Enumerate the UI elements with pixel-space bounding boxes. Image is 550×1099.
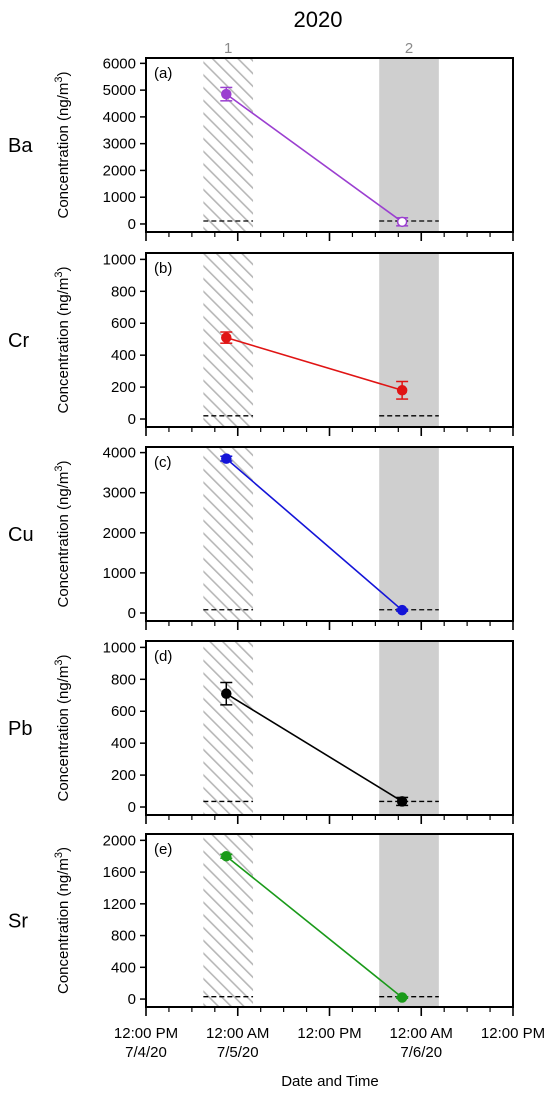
x-tick-label-date: 7/6/20 (400, 1044, 442, 1061)
y-tick-label: 200 (111, 767, 136, 784)
series-line (225, 93, 403, 223)
x-tick-label-date: 7/5/20 (217, 1044, 259, 1061)
data-point (221, 88, 232, 100)
y-tick-label: 2000 (103, 525, 136, 542)
y-tick-label: 400 (111, 959, 136, 976)
element-label: Cu (8, 524, 34, 546)
period-2-shade (379, 253, 439, 427)
y-tick-label: 0 (128, 799, 136, 816)
y-tick-label: 800 (111, 928, 136, 945)
panel-cu: 0 1000 2000 3000 4000 Concentration (ng/m3) Cu… (8, 445, 514, 630)
plot-frame (145, 640, 514, 816)
panel-letter: (c) (154, 454, 172, 471)
y-tick-label: 800 (111, 283, 136, 300)
x-tick-label-time: 12:00 PM (114, 1025, 178, 1042)
series-line (225, 692, 403, 803)
data-point (221, 332, 232, 343)
y-tick-label: 4000 (103, 445, 136, 462)
element-label: Pb (8, 718, 32, 740)
plot-frame (145, 57, 514, 233)
series-line (225, 458, 403, 611)
y-tick-label: 6000 (103, 55, 136, 72)
y-tick-label: 1600 (103, 864, 136, 881)
y-tick-label: 1000 (103, 189, 136, 206)
data-point (396, 796, 408, 807)
y-tick-label: 1000 (103, 565, 136, 582)
panel-sr: 0 400 800 1200 1600 2000 Concentration (ng/m3)… (8, 832, 514, 1016)
plot-frame (145, 252, 514, 428)
y-tick-label: 5000 (103, 82, 136, 99)
x-tick-label-time: 12:00 PM (481, 1025, 545, 1042)
y-axis-title: Concentration (ng/m3) (53, 847, 72, 994)
y-tick-label: 1000 (103, 251, 136, 268)
x-tick-label-date: 7/4/20 (125, 1044, 167, 1061)
panel-cr: 0 200 400 600 800 1000 Concentration (ng/m3) Cr… (8, 251, 514, 436)
element-label: Cr (8, 330, 29, 352)
period-label-1: 1 (224, 40, 232, 57)
period-2-shade (379, 641, 439, 815)
y-tick-label: 3000 (103, 485, 136, 502)
data-point (396, 604, 408, 616)
y-tick-label: 0 (128, 216, 136, 233)
series-line (226, 336, 403, 392)
period-1-shade (203, 641, 254, 815)
x-axis-title: Date and Time (281, 1073, 379, 1090)
period-label-2: 2 (405, 40, 413, 57)
y-tick-label: 0 (128, 411, 136, 428)
y-axis-title: Concentration (ng/m3) (53, 266, 72, 413)
x-tick-label-time: 12:00 AM (206, 1025, 269, 1042)
plot-frame (145, 833, 514, 1008)
y-tick-label: 0 (128, 605, 136, 622)
data-point (396, 385, 408, 396)
y-tick-label: 2000 (103, 162, 136, 179)
panel-letter: (b) (154, 260, 172, 277)
y-tick-label: 400 (111, 735, 136, 752)
series-line (225, 855, 403, 999)
period-2-shade (379, 447, 439, 621)
y-axis-title: Concentration (ng/m3) (53, 71, 72, 218)
data-point (221, 453, 232, 464)
y-tick-label: 4000 (103, 109, 136, 126)
y-tick-label: 1000 (103, 639, 136, 656)
y-tick-label: 400 (111, 347, 136, 364)
panel-letter: (e) (154, 841, 172, 858)
y-tick-label: 1200 (103, 896, 136, 913)
figure-title: 2020 (294, 7, 343, 32)
element-label: Sr (8, 911, 28, 933)
y-tick-label: 200 (111, 379, 136, 396)
data-point (396, 992, 408, 1003)
y-axis-title: Concentration (ng/m3) (53, 654, 72, 801)
x-tick-label-time: 12:00 AM (390, 1025, 453, 1042)
panel-letter: (d) (154, 648, 172, 665)
panel-pb: 0 200 400 600 800 1000 Concentration (ng/m3) Pb… (8, 639, 514, 824)
period-1-shade (203, 58, 254, 232)
period-2-shade (379, 58, 439, 232)
y-tick-label: 2000 (103, 832, 136, 849)
y-tick-label: 0 (128, 991, 136, 1008)
period-2-shade (379, 834, 439, 1007)
x-axis-tick-labels: 12:00 PM 7/4/20 12:00 AM 7/5/20 12:00 PM 12:0… (114, 1025, 545, 1061)
panel-ba: 0 1000 2000 3000 4000 5000 6000 Concentration (… (8, 55, 514, 241)
y-tick-label: 800 (111, 671, 136, 688)
panel-letter: (a) (154, 65, 172, 82)
period-1-shade (203, 447, 254, 621)
y-axis-title: Concentration (ng/m3) (53, 460, 72, 607)
data-point (221, 850, 232, 862)
y-tick-label: 600 (111, 315, 136, 332)
data-point (396, 216, 408, 228)
y-tick-label: 3000 (103, 136, 136, 153)
data-point (221, 688, 232, 699)
plot-frame (145, 446, 514, 622)
element-label: Ba (8, 135, 33, 157)
period-1-shade (203, 834, 254, 1007)
y-tick-label: 600 (111, 703, 136, 720)
x-tick-label-time: 12:00 PM (297, 1025, 361, 1042)
